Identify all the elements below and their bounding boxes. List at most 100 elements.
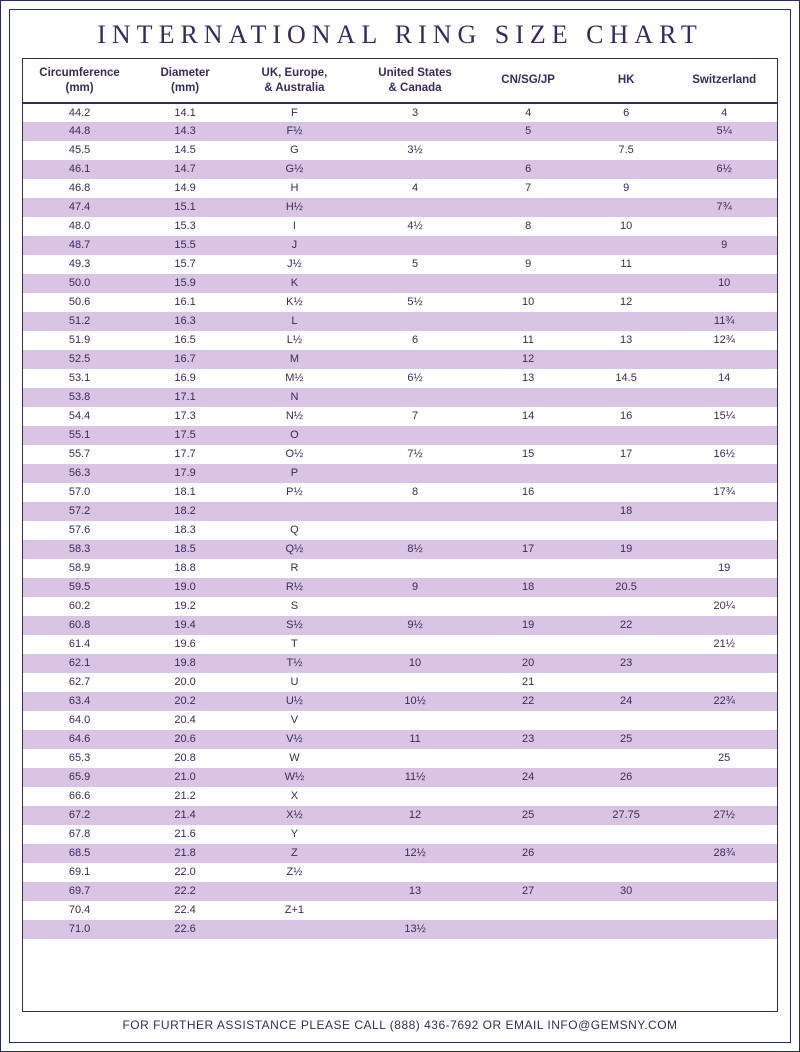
table-cell: 16.1 <box>136 293 234 312</box>
table-cell: 13½ <box>355 920 476 939</box>
table-cell <box>671 217 777 236</box>
table-row: 69.722.2132730 <box>23 882 777 901</box>
table-cell: 67.2 <box>23 806 136 825</box>
table-cell <box>581 673 671 692</box>
table-cell: 21.8 <box>136 844 234 863</box>
table-cell <box>581 635 671 654</box>
table-row: 56.317.9P <box>23 464 777 483</box>
table-cell: 6 <box>581 103 671 122</box>
table-cell <box>475 198 581 217</box>
table-cell <box>671 464 777 483</box>
column-header: CN/SG/JP <box>475 59 581 103</box>
table-cell <box>671 673 777 692</box>
table-cell: 22 <box>581 616 671 635</box>
table-cell: 14.9 <box>136 179 234 198</box>
table-cell: 57.2 <box>23 502 136 521</box>
table-cell <box>671 502 777 521</box>
table-row: 71.022.613½ <box>23 920 777 939</box>
table-cell: 5¼ <box>671 122 777 141</box>
table-cell <box>671 388 777 407</box>
table-row: 55.117.5O <box>23 426 777 445</box>
table-cell <box>671 179 777 198</box>
table-cell: 22.6 <box>136 920 234 939</box>
table-cell: 19 <box>475 616 581 635</box>
table-cell: 18 <box>475 578 581 597</box>
table-cell <box>355 559 476 578</box>
table-cell: 16.9 <box>136 369 234 388</box>
table-cell: 66.6 <box>23 787 136 806</box>
table-cell: R <box>234 559 355 578</box>
table-cell: 12 <box>475 350 581 369</box>
column-header: Switzerland <box>671 59 777 103</box>
table-cell: 21.6 <box>136 825 234 844</box>
table-row: 50.616.1K½5½1012 <box>23 293 777 312</box>
table-cell: 6 <box>355 331 476 350</box>
table-cell: 46.8 <box>23 179 136 198</box>
table-cell <box>355 749 476 768</box>
table-cell: 19.2 <box>136 597 234 616</box>
table-cell: I <box>234 217 355 236</box>
table-row: 70.422.4Z+1 <box>23 901 777 920</box>
table-cell <box>475 825 581 844</box>
table-cell: M <box>234 350 355 369</box>
table-row: 46.114.7G½66½ <box>23 160 777 179</box>
table-cell: 11 <box>475 331 581 350</box>
table-cell: L½ <box>234 331 355 350</box>
table-cell: 62.1 <box>23 654 136 673</box>
table-cell <box>234 920 355 939</box>
table-cell: 14.5 <box>581 369 671 388</box>
table-cell <box>671 768 777 787</box>
table-cell: 15.7 <box>136 255 234 274</box>
table-cell: 17.1 <box>136 388 234 407</box>
table-cell: 19.0 <box>136 578 234 597</box>
table-cell <box>355 711 476 730</box>
table-cell: 25 <box>475 806 581 825</box>
table-cell <box>475 521 581 540</box>
table-cell <box>355 426 476 445</box>
table-row: 53.817.1N <box>23 388 777 407</box>
table-cell: 19 <box>581 540 671 559</box>
table-cell: 10 <box>355 654 476 673</box>
table-row: 67.221.4X½122527.7527½ <box>23 806 777 825</box>
table-cell: 22.2 <box>136 882 234 901</box>
table-cell <box>475 464 581 483</box>
table-cell: 50.6 <box>23 293 136 312</box>
table-cell: 50.0 <box>23 274 136 293</box>
table-cell: N <box>234 388 355 407</box>
table-cell <box>671 293 777 312</box>
table-cell <box>475 274 581 293</box>
table-cell: 11 <box>355 730 476 749</box>
table-row: 46.814.9H479 <box>23 179 777 198</box>
table-cell: 14.1 <box>136 103 234 122</box>
table-cell <box>355 236 476 255</box>
table-row: 48.015.3I4½810 <box>23 217 777 236</box>
table-cell <box>581 464 671 483</box>
table-cell: Z+1 <box>234 901 355 920</box>
table-cell: 24 <box>475 768 581 787</box>
table-cell: 18.8 <box>136 559 234 578</box>
table-row: 45.514.5G3½7.5 <box>23 141 777 160</box>
table-row: 66.621.2X <box>23 787 777 806</box>
table-cell: 4½ <box>355 217 476 236</box>
table-cell: 44.8 <box>23 122 136 141</box>
table-cell: 14.3 <box>136 122 234 141</box>
table-cell: X½ <box>234 806 355 825</box>
table-cell: 64.6 <box>23 730 136 749</box>
table-cell: 57.6 <box>23 521 136 540</box>
table-cell: 11¾ <box>671 312 777 331</box>
table-cell <box>475 863 581 882</box>
table-cell: V <box>234 711 355 730</box>
table-cell: 7¾ <box>671 198 777 217</box>
table-cell <box>581 388 671 407</box>
table-cell: 20.4 <box>136 711 234 730</box>
table-cell <box>355 502 476 521</box>
table-cell: H <box>234 179 355 198</box>
table-cell: 8½ <box>355 540 476 559</box>
table-row: 64.020.4V <box>23 711 777 730</box>
table-cell: 4 <box>671 103 777 122</box>
table-cell <box>581 350 671 369</box>
table-cell: V½ <box>234 730 355 749</box>
table-cell: 17 <box>581 445 671 464</box>
table-cell: 69.7 <box>23 882 136 901</box>
table-row: 47.415.1H½7¾ <box>23 198 777 217</box>
